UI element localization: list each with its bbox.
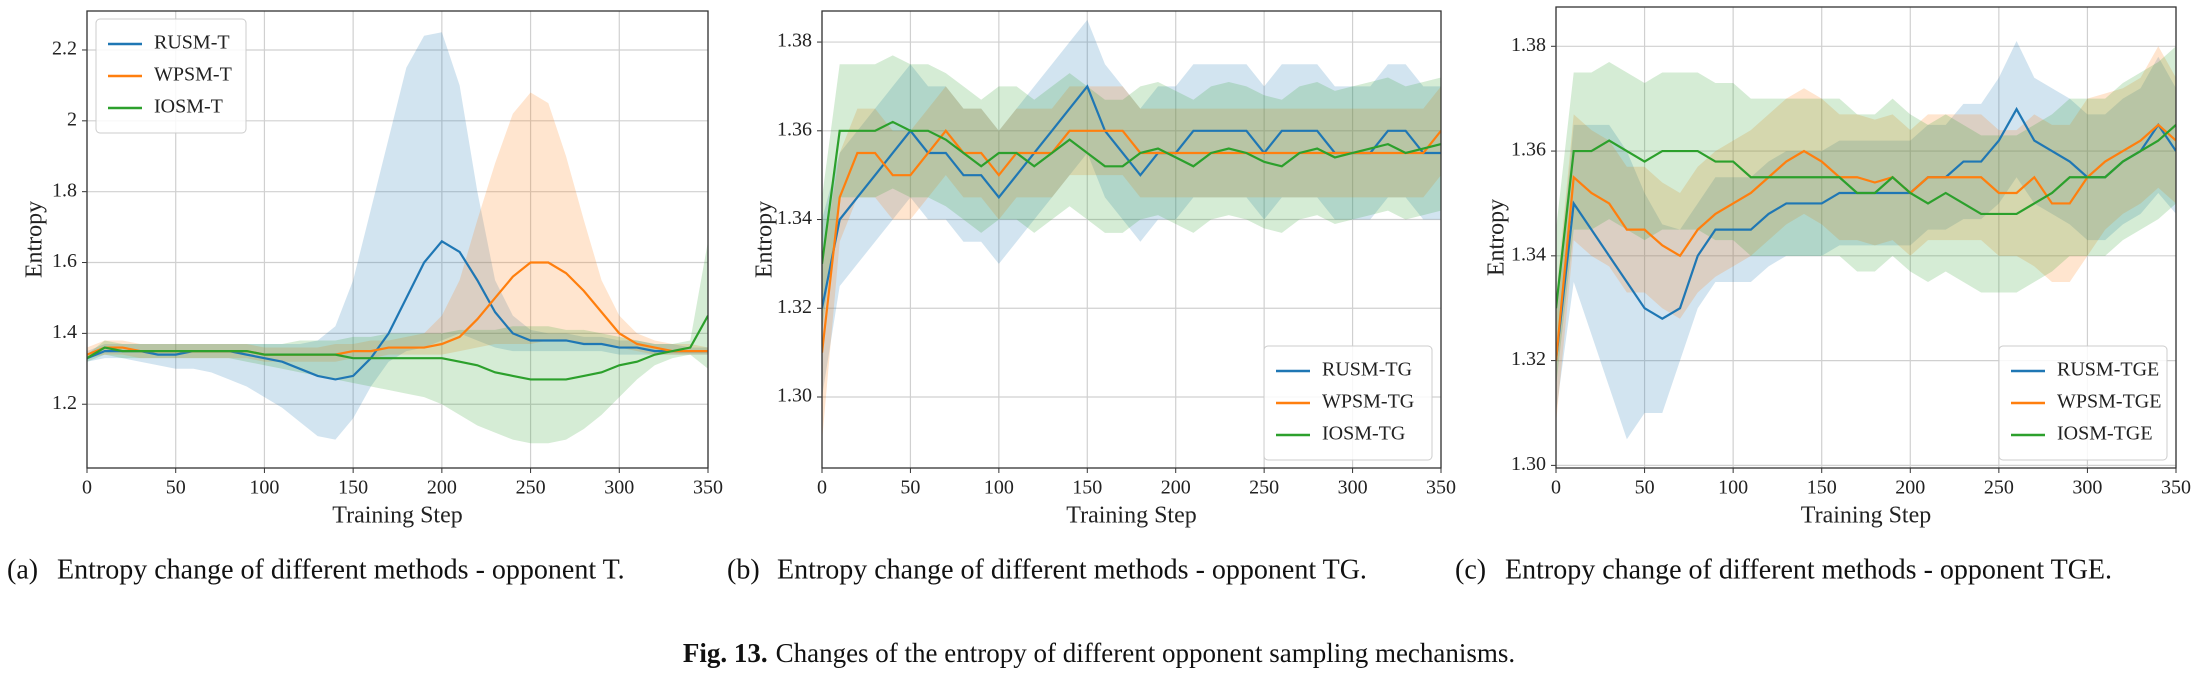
y-tick-label: 1.34 [1511, 243, 1546, 265]
legend: RUSM-TGE WPSM-TGE IOSM-TGE [1998, 345, 2168, 461]
legend-label: WPSM-TGE [2057, 391, 2161, 413]
x-tick-label: 200 [427, 477, 457, 499]
plot-area [1556, 41, 2176, 440]
std-band [1556, 41, 2176, 440]
y-tick-label: 2 [67, 108, 77, 130]
plot-area [822, 19, 1441, 442]
x-tick-label: 200 [1895, 477, 1925, 499]
x-tick-label: 50 [166, 477, 186, 499]
y-tick-label: 2.2 [52, 38, 77, 60]
x-tick-label: 150 [1807, 477, 1837, 499]
legend-box [95, 18, 247, 134]
plot-area [87, 32, 708, 444]
legend-box [1263, 345, 1433, 461]
y-tick-label: 1.38 [777, 30, 812, 52]
series-line [1556, 123, 2176, 361]
y-tick-label: 1.38 [1511, 34, 1546, 56]
std-band [87, 32, 708, 440]
x-tick-label: 50 [1635, 477, 1655, 499]
x-tick-label: 100 [1718, 477, 1748, 499]
figure-caption: Fig. 13. Changes of the entropy of differ… [683, 638, 1515, 668]
y-tick-label: 1.32 [777, 296, 812, 318]
legend: RUSM-TG WPSM-TG IOSM-TG [1263, 345, 1433, 461]
series-line [822, 120, 1441, 265]
y-tick-label: 1.4 [52, 321, 77, 343]
axes-frame [821, 10, 1442, 469]
subcaption: Entropy change of different methods - op… [1505, 554, 2112, 585]
legend-label: IOSM-T [154, 96, 223, 118]
sublabel: (c) [1455, 554, 1486, 585]
subcaption: Entropy change of different methods - op… [777, 554, 1367, 585]
subplot: 1.2 1.4 1.6 1.8 2 2.2 0 50 100 150 200 250 300 350 Tra… [7, 10, 723, 585]
y-tick-label: 1.2 [52, 392, 77, 414]
x-tick-label: 150 [338, 477, 368, 499]
series-line [822, 129, 1441, 353]
std-band [1556, 46, 2176, 424]
legend-label: WPSM-TG [1322, 391, 1414, 413]
y-tick-label: 1.32 [1511, 348, 1546, 370]
x-tick-label: 150 [1072, 477, 1102, 499]
std-band [822, 55, 1441, 331]
y-tick-label: 1.8 [52, 179, 77, 201]
legend-label: RUSM-TGE [2057, 359, 2159, 381]
x-tick-label: 300 [2072, 477, 2102, 499]
x-tick-label: 200 [1161, 477, 1191, 499]
legend-label: IOSM-TG [1322, 423, 1405, 445]
y-tick-label: 1.36 [777, 118, 812, 140]
x-tick-label: 300 [1338, 477, 1368, 499]
std-band [87, 241, 708, 444]
y-tick-label: 1.30 [1511, 453, 1546, 475]
axes-frame [1555, 6, 2177, 469]
std-band [822, 19, 1441, 398]
x-tick-label: 350 [2161, 477, 2191, 499]
y-axis-label: Entropy [22, 201, 48, 278]
x-tick-label: 350 [693, 477, 723, 499]
caption-label: Fig. 13. [683, 638, 768, 668]
sublabel: (b) [727, 554, 760, 585]
subplot: 1.30 1.32 1.34 1.36 1.38 0 50 100 150 200 250 300 35… [1455, 6, 2191, 585]
x-tick-label: 50 [900, 477, 920, 499]
series-line [87, 315, 708, 381]
x-tick-label: 0 [817, 477, 827, 499]
x-tick-label: 350 [1426, 477, 1456, 499]
x-tick-label: 100 [984, 477, 1014, 499]
series-line [1556, 124, 2176, 309]
x-tick-label: 250 [1984, 477, 2014, 499]
legend-box [1998, 345, 2168, 461]
legend-label: WPSM-T [154, 64, 232, 86]
legend-label: RUSM-T [154, 32, 230, 54]
caption-text: Changes of the entropy of different oppo… [776, 638, 1516, 668]
x-tick-label: 250 [516, 477, 546, 499]
y-tick-label: 1.36 [1511, 139, 1546, 161]
y-axis-label: Entropy [752, 201, 778, 278]
x-tick-label: 0 [1551, 477, 1561, 499]
std-band [87, 92, 708, 362]
legend: RUSM-T WPSM-T IOSM-T [95, 18, 247, 134]
y-tick-label: 1.30 [777, 385, 812, 407]
std-band [1556, 46, 2176, 387]
x-tick-label: 100 [249, 477, 279, 499]
axes-frame [86, 10, 709, 469]
x-axis-label: Training Step [1801, 503, 1931, 529]
x-tick-label: 250 [1249, 477, 1279, 499]
sublabel: (a) [7, 554, 38, 585]
y-tick-label: 1.6 [52, 250, 77, 272]
x-axis-label: Training Step [332, 503, 462, 529]
legend-label: RUSM-TG [1322, 359, 1412, 381]
x-axis-label: Training Step [1066, 503, 1196, 529]
x-tick-label: 0 [82, 477, 92, 499]
y-tick-label: 1.34 [777, 207, 812, 229]
y-axis-label: Entropy [1484, 199, 1510, 276]
legend-label: IOSM-TGE [2057, 423, 2153, 445]
x-tick-label: 300 [604, 477, 634, 499]
subplot: 1.30 1.32 1.34 1.36 1.38 0 50 100 150 200 250 300 35… [727, 10, 1456, 585]
subcaption: Entropy change of different methods - op… [57, 554, 625, 585]
